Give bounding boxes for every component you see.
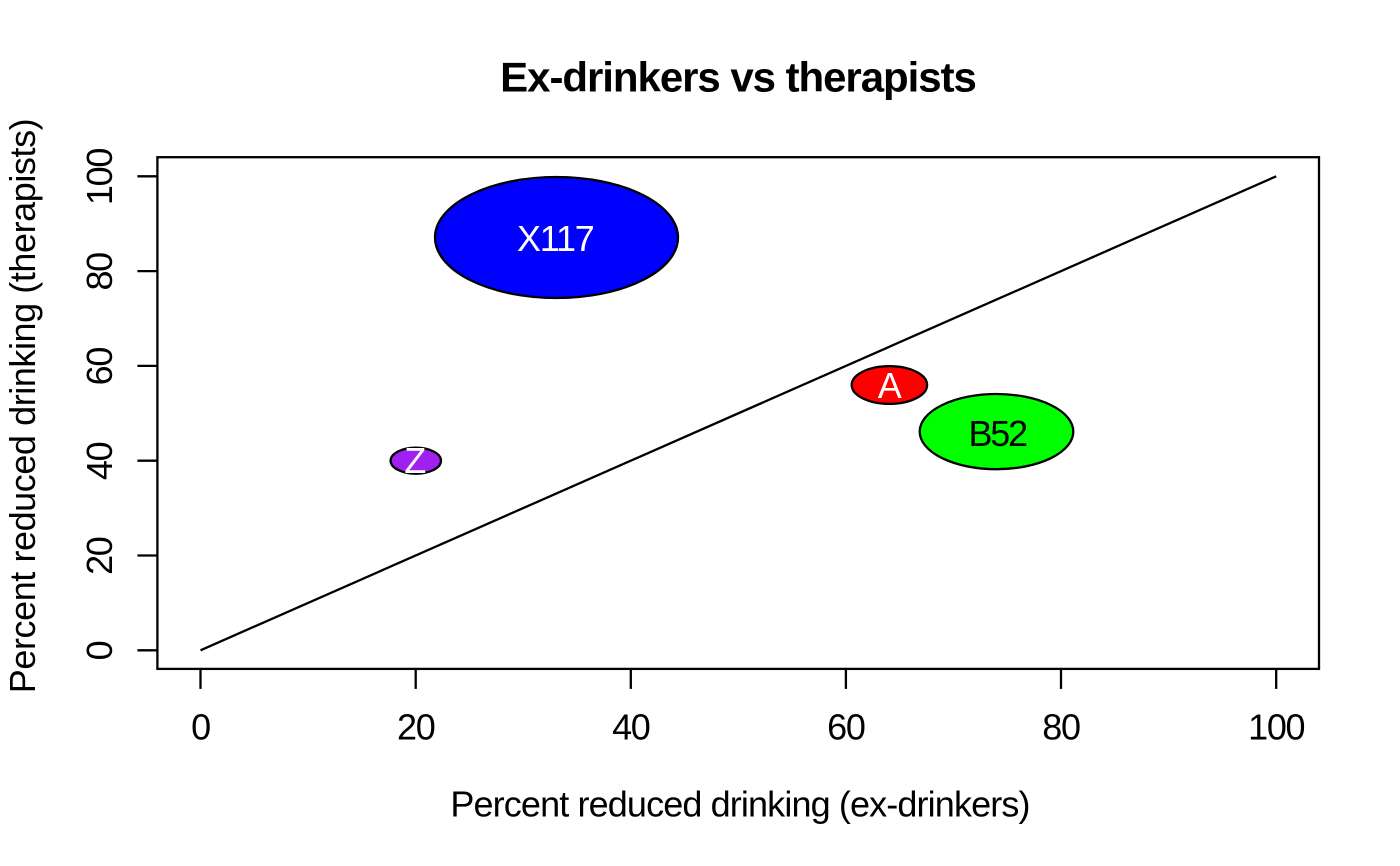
svg-text:20: 20 [397, 706, 435, 747]
svg-text:Z: Z [404, 440, 426, 481]
svg-text:0: 0 [79, 641, 120, 660]
svg-text:40: 40 [79, 442, 120, 480]
svg-text:40: 40 [612, 706, 650, 747]
svg-text:100: 100 [79, 149, 120, 205]
svg-text:80: 80 [79, 253, 120, 291]
svg-text:Percent reduced drinking (ther: Percent reduced drinking (therapists) [2, 119, 43, 693]
svg-text:60: 60 [79, 348, 120, 386]
svg-text:60: 60 [827, 706, 865, 747]
svg-text:A: A [878, 365, 902, 406]
svg-text:20: 20 [79, 537, 120, 575]
svg-text:100: 100 [1248, 706, 1304, 747]
svg-text:X117: X117 [517, 218, 594, 259]
svg-text:0: 0 [191, 706, 210, 747]
svg-text:B52: B52 [968, 413, 1027, 454]
svg-text:80: 80 [1042, 706, 1080, 747]
svg-text:Percent reduced drinking (ex-d: Percent reduced drinking (ex-drinkers) [450, 783, 1029, 824]
svg-text:Ex-drinkers vs therapists: Ex-drinkers vs therapists [500, 53, 976, 100]
